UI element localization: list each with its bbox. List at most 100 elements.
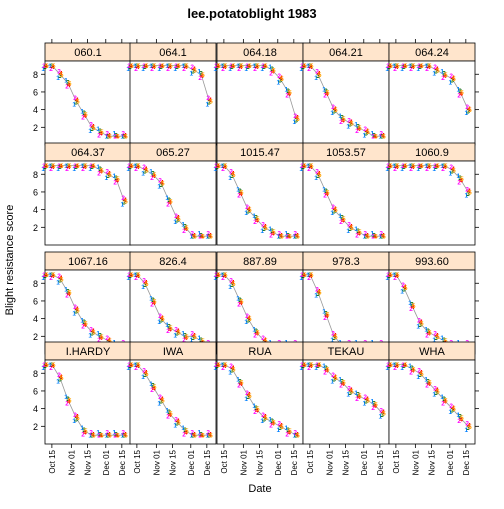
data-point: 4 (160, 179, 164, 186)
data-point: 1 (104, 134, 108, 141)
data-point: 4 (395, 273, 399, 280)
data-point: 4 (216, 63, 220, 70)
data-point: 2 (323, 369, 327, 376)
data-point: 3 (246, 394, 250, 401)
data-point: 5 (412, 63, 416, 70)
data-point: 1 (385, 66, 389, 73)
data-point: 5 (153, 63, 157, 70)
data-point: 5 (358, 229, 362, 236)
data-point: 4 (255, 331, 259, 338)
data-point: 1 (432, 337, 436, 344)
data-point: 5 (193, 334, 197, 341)
data-point: 3 (230, 282, 234, 289)
data-point: 4 (216, 272, 220, 279)
data-point: 2 (417, 163, 421, 170)
data-point: 3 (215, 363, 219, 370)
data-point: 3 (364, 234, 368, 241)
data-point: 4 (419, 63, 423, 70)
data-point: 1 (464, 193, 468, 200)
data-point: 4 (168, 64, 172, 71)
data-point: 3 (90, 331, 94, 338)
data-point: 4 (152, 300, 156, 307)
data-point: 2 (65, 293, 69, 300)
data-point: 4 (403, 163, 407, 170)
data-point: 4 (200, 234, 204, 241)
data-point: 5 (428, 329, 432, 336)
data-point: 2 (158, 178, 162, 185)
data-point: 1 (80, 318, 84, 325)
data-point: 4 (287, 91, 291, 98)
panel-strip-label: 064.24 (415, 47, 449, 59)
data-point: 2 (307, 66, 311, 73)
data-point: 3 (122, 433, 126, 440)
data-point: 1 (197, 335, 201, 342)
data-point: 1 (346, 228, 350, 235)
data-point: 5 (326, 366, 330, 373)
data-point: 4 (239, 381, 243, 388)
data-point: 4 (44, 63, 48, 70)
data-point: 4 (115, 178, 119, 185)
data-point: 3 (426, 378, 430, 385)
panel-strip-label: 064.37 (71, 147, 105, 159)
data-point: 2 (441, 400, 445, 407)
data-point: 1 (314, 75, 318, 82)
data-point: 5 (201, 433, 205, 440)
data-point: 5 (145, 281, 149, 288)
data-point: 5 (169, 63, 173, 70)
data-point: 2 (97, 170, 101, 177)
data-point: 2 (49, 166, 53, 173)
y-tick-label: 4 (33, 205, 38, 215)
data-point: 1 (213, 365, 217, 372)
data-point: 5 (404, 63, 408, 70)
data-point: 3 (426, 163, 430, 170)
data-point: 1 (228, 284, 232, 291)
data-point: 5 (240, 298, 244, 305)
trend-line (389, 364, 469, 427)
data-point: 2 (65, 166, 69, 173)
data-point: 3 (262, 226, 266, 233)
data-point: 3 (286, 232, 290, 239)
data-point: 5 (396, 272, 400, 279)
data-point: 1 (385, 275, 389, 282)
data-point: 4 (208, 232, 212, 239)
data-point: 4 (129, 63, 133, 70)
data-point: 2 (355, 232, 359, 239)
data-point: 4 (403, 63, 407, 70)
data-point: 2 (401, 362, 405, 369)
data-point: 5 (396, 163, 400, 170)
data-point: 4 (51, 164, 55, 171)
data-point: 4 (295, 431, 299, 438)
data-point: 4 (216, 362, 220, 369)
data-point: 4 (44, 362, 48, 369)
data-point: 4 (247, 315, 251, 322)
data-point: 5 (201, 72, 205, 79)
data-point: 2 (379, 408, 383, 415)
data-point: 2 (214, 63, 218, 70)
data-point: 2 (293, 430, 297, 437)
data-point: 3 (316, 73, 320, 80)
data-point: 3 (301, 164, 305, 171)
data-point: 5 (76, 307, 80, 314)
data-point: 4 (239, 191, 243, 198)
data-point: 4 (99, 131, 103, 138)
data-point: 2 (57, 372, 61, 379)
data-point: 4 (333, 374, 337, 381)
data-point: 2 (105, 335, 109, 342)
data-point: 2 (417, 63, 421, 70)
data-point: 1 (370, 131, 374, 138)
y-tick-label: 6 (33, 296, 38, 306)
data-point: 3 (66, 79, 70, 86)
data-point: 3 (183, 224, 187, 231)
trend-line (389, 165, 469, 193)
data-point: 2 (253, 66, 257, 73)
data-point: 1 (141, 374, 145, 381)
data-point: 1 (314, 293, 318, 300)
data-point: 4 (176, 328, 180, 335)
data-point: 5 (193, 234, 197, 241)
data-point: 4 (365, 232, 369, 239)
data-point: 4 (239, 300, 243, 307)
data-point: 3 (98, 333, 102, 340)
data-point: 1 (189, 337, 193, 344)
data-point: 3 (402, 164, 406, 171)
